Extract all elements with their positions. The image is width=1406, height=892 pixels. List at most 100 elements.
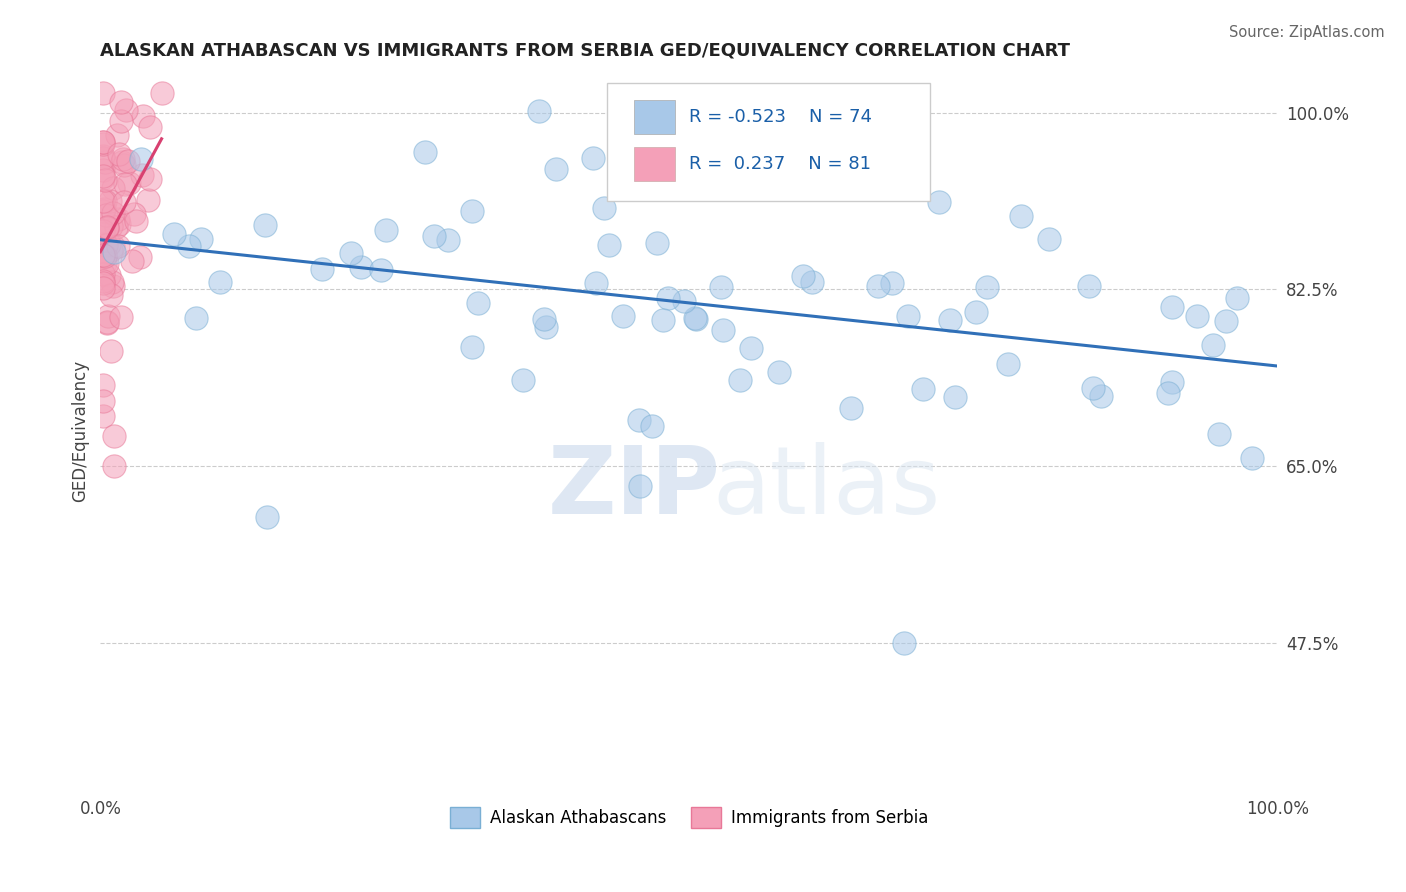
Point bbox=[118, 176, 141, 190]
Point bbox=[112, 152, 135, 166]
Point bbox=[1215, 314, 1237, 328]
Point bbox=[636, 179, 658, 194]
Point bbox=[585, 276, 607, 290]
Point bbox=[132, 109, 155, 123]
Point bbox=[740, 341, 762, 355]
Point bbox=[976, 280, 998, 294]
Point bbox=[138, 172, 160, 186]
Point bbox=[792, 268, 814, 283]
Point bbox=[103, 239, 125, 253]
Point bbox=[107, 212, 129, 227]
Point bbox=[101, 181, 124, 195]
Point bbox=[1240, 451, 1263, 466]
Point bbox=[91, 394, 114, 409]
Point bbox=[121, 254, 143, 268]
Point bbox=[112, 195, 135, 210]
Point bbox=[108, 218, 131, 232]
Point bbox=[94, 238, 117, 252]
Point bbox=[91, 281, 114, 295]
Point bbox=[965, 305, 987, 319]
Point bbox=[110, 95, 132, 109]
Point bbox=[110, 310, 132, 324]
Point bbox=[91, 194, 114, 209]
Point bbox=[461, 203, 484, 218]
Point bbox=[91, 86, 114, 100]
Point bbox=[94, 237, 117, 252]
Point bbox=[103, 206, 125, 220]
Point bbox=[91, 223, 114, 237]
Point bbox=[711, 182, 734, 196]
Point bbox=[91, 149, 114, 163]
Point bbox=[114, 178, 136, 192]
Point bbox=[1010, 209, 1032, 223]
Point bbox=[91, 250, 114, 264]
Point bbox=[413, 145, 436, 160]
Point bbox=[533, 312, 555, 326]
Point bbox=[91, 169, 114, 183]
Point bbox=[131, 168, 153, 182]
Point bbox=[114, 103, 136, 118]
Point bbox=[112, 158, 135, 172]
Point bbox=[107, 239, 129, 253]
Legend: Alaskan Athabascans, Immigrants from Serbia: Alaskan Athabascans, Immigrants from Ser… bbox=[443, 800, 935, 835]
Point bbox=[103, 278, 125, 293]
Point bbox=[150, 86, 173, 100]
Point bbox=[93, 237, 115, 252]
Point bbox=[91, 267, 114, 281]
Point bbox=[593, 201, 616, 215]
Point bbox=[641, 418, 664, 433]
Point bbox=[711, 323, 734, 337]
Point bbox=[208, 275, 231, 289]
Point bbox=[1081, 381, 1104, 395]
Text: Source: ZipAtlas.com: Source: ZipAtlas.com bbox=[1229, 25, 1385, 40]
Point bbox=[253, 219, 276, 233]
Point bbox=[94, 155, 117, 169]
Point bbox=[880, 276, 903, 290]
Point bbox=[100, 288, 122, 302]
Point bbox=[94, 173, 117, 187]
Point bbox=[129, 152, 152, 166]
Point bbox=[122, 207, 145, 221]
Point bbox=[105, 128, 128, 142]
Point bbox=[96, 219, 118, 234]
Point bbox=[673, 294, 696, 309]
Point bbox=[94, 249, 117, 263]
Point bbox=[97, 236, 120, 251]
Point bbox=[340, 245, 363, 260]
Point bbox=[801, 276, 824, 290]
Point bbox=[91, 151, 114, 165]
Point bbox=[1161, 300, 1184, 314]
Point bbox=[1226, 291, 1249, 305]
FancyBboxPatch shape bbox=[634, 147, 675, 181]
Point bbox=[163, 227, 186, 242]
Point bbox=[129, 251, 152, 265]
Point bbox=[91, 274, 114, 288]
Point bbox=[94, 208, 117, 222]
Point bbox=[939, 312, 962, 326]
Point bbox=[91, 162, 114, 177]
Point bbox=[1077, 278, 1099, 293]
Point bbox=[1090, 389, 1112, 403]
Point bbox=[1038, 232, 1060, 246]
Point bbox=[91, 409, 114, 423]
Point bbox=[103, 429, 125, 443]
Point bbox=[1202, 338, 1225, 352]
Point bbox=[893, 636, 915, 650]
Point bbox=[683, 310, 706, 325]
Point bbox=[628, 479, 651, 493]
Point bbox=[100, 243, 122, 257]
Point bbox=[136, 193, 159, 207]
Point bbox=[190, 232, 212, 246]
Point bbox=[912, 382, 935, 396]
Point bbox=[91, 204, 114, 219]
Point bbox=[139, 120, 162, 134]
Point bbox=[103, 459, 125, 474]
Point bbox=[651, 312, 673, 326]
Point bbox=[423, 228, 446, 243]
Point bbox=[868, 279, 890, 293]
Point bbox=[657, 291, 679, 305]
Point bbox=[93, 135, 115, 149]
Point bbox=[94, 256, 117, 270]
Point bbox=[91, 248, 114, 262]
Point bbox=[93, 202, 115, 216]
